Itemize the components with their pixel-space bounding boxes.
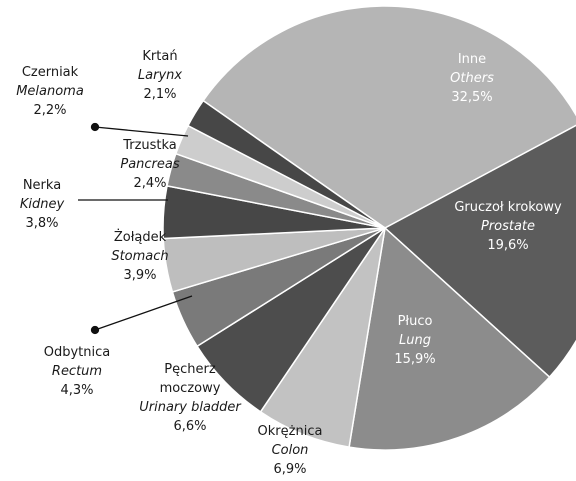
slice-label: Krtań Larynx 2,1%: [95, 47, 225, 104]
category-name: Trzustka: [123, 138, 177, 153]
value-label: 32,5%: [451, 90, 493, 105]
slice-label: Odbytnica Rectum 4,3%: [12, 343, 142, 400]
value-label: 3,8%: [25, 216, 59, 231]
category-name-en: Larynx: [137, 68, 183, 83]
pie-slice: [186, 99, 386, 229]
category-name: Czerniak: [21, 65, 79, 80]
value-label: 19,6%: [487, 238, 529, 253]
category-name: Pęcherz moczowy: [159, 362, 221, 396]
category-name-en: Stomach: [111, 249, 169, 264]
pie-slice: [348, 226, 551, 451]
pie-slice: [202, 5, 576, 229]
slice-label: Gruczoł krokowy Prostate 19,6%: [443, 198, 573, 255]
value-label: 2,2%: [33, 103, 67, 118]
pie-slice: [383, 124, 576, 379]
category-name-en: Lung: [399, 333, 431, 348]
value-label: 4,3%: [60, 383, 94, 398]
value-label: 6,6%: [173, 419, 207, 434]
category-name-en: Rectum: [51, 364, 103, 379]
category-name: Żołądek: [113, 230, 167, 245]
value-label: 6,9%: [273, 462, 307, 477]
slice-label: Płuco Lung 15,9%: [350, 312, 480, 369]
category-name: Nerka: [22, 178, 62, 193]
slice-label: Czerniak Melanoma 2,2%: [0, 63, 115, 120]
value-label: 15,9%: [394, 352, 436, 367]
category-name-en: Urinary bladder: [139, 400, 241, 415]
slice-label: Żołądek Stomach 3,9%: [75, 228, 205, 285]
leader-lines: [78, 122, 193, 335]
category-name-en: Prostate: [480, 219, 536, 234]
category-name-en: Kidney: [19, 197, 65, 212]
slice-label: Okrężnica Colon 6,9%: [225, 422, 355, 479]
category-name-en: Pancreas: [120, 157, 180, 172]
category-name-en: Colon: [271, 443, 309, 458]
value-label: 2,1%: [143, 87, 177, 102]
category-name: Płuco: [397, 314, 433, 329]
slice-label: Trzustka Pancreas 2,4%: [85, 136, 215, 193]
category-name: Inne: [457, 52, 487, 67]
slice-label: Pęcherz moczowy Urinary bladder 6,6%: [125, 360, 255, 436]
category-name: Okrężnica: [257, 424, 323, 439]
category-name: Gruczoł krokowy: [454, 200, 562, 215]
value-label: 3,9%: [123, 268, 157, 283]
category-name: Odbytnica: [43, 345, 111, 360]
category-name-en: Others: [450, 71, 494, 86]
slice-label: Inne Others 32,5%: [407, 50, 537, 107]
category-name: Krtań: [142, 49, 178, 64]
slice-label: Nerka Kidney 3,8%: [0, 176, 107, 233]
category-name-en: Melanoma: [16, 84, 84, 99]
value-label: 2,4%: [133, 176, 167, 191]
